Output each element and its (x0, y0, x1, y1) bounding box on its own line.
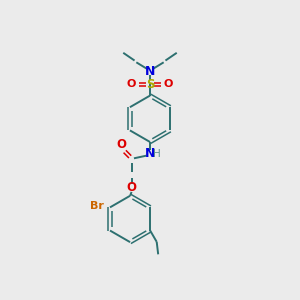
Text: S: S (146, 78, 154, 91)
Text: Br: Br (90, 201, 104, 211)
Text: N: N (145, 65, 155, 78)
Text: O: O (117, 138, 127, 152)
Text: O: O (127, 79, 136, 89)
Text: O: O (127, 181, 136, 194)
Text: H: H (153, 149, 161, 160)
Text: N: N (145, 147, 155, 160)
Text: O: O (164, 79, 173, 89)
